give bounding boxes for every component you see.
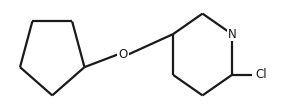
Text: N: N [227, 28, 236, 41]
Text: Cl: Cl [255, 68, 267, 81]
Text: O: O [118, 48, 128, 61]
